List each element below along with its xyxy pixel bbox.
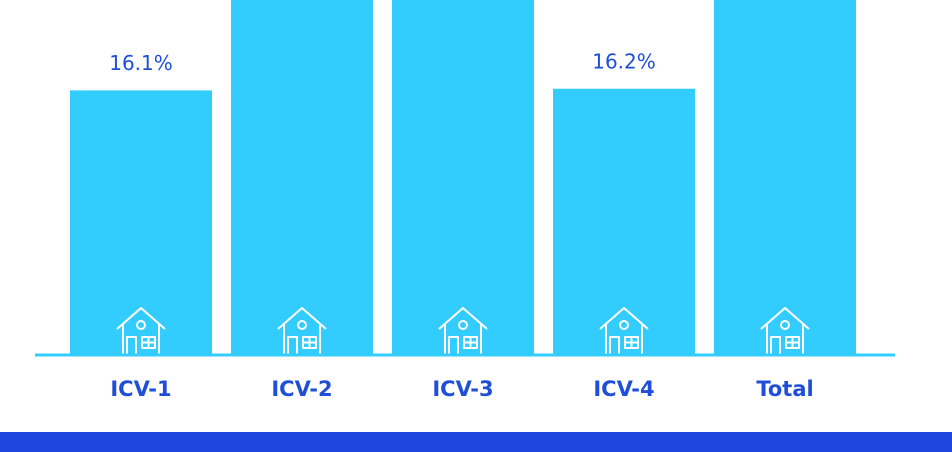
x-tick-label: ICV-2 xyxy=(271,377,332,401)
bar xyxy=(714,0,856,356)
bar xyxy=(231,0,373,356)
x-tick-label: ICV-3 xyxy=(432,377,493,401)
x-tick-label: Total xyxy=(756,377,813,401)
footer-band xyxy=(0,432,952,452)
value-label: 16.2% xyxy=(592,49,656,73)
x-tick-label: ICV-1 xyxy=(110,377,171,401)
value-label: 16.1% xyxy=(109,51,173,75)
bar xyxy=(70,90,212,355)
bar xyxy=(392,0,534,356)
bar xyxy=(553,88,695,355)
x-tick-label: ICV-4 xyxy=(593,377,654,401)
plot-area xyxy=(70,0,856,356)
